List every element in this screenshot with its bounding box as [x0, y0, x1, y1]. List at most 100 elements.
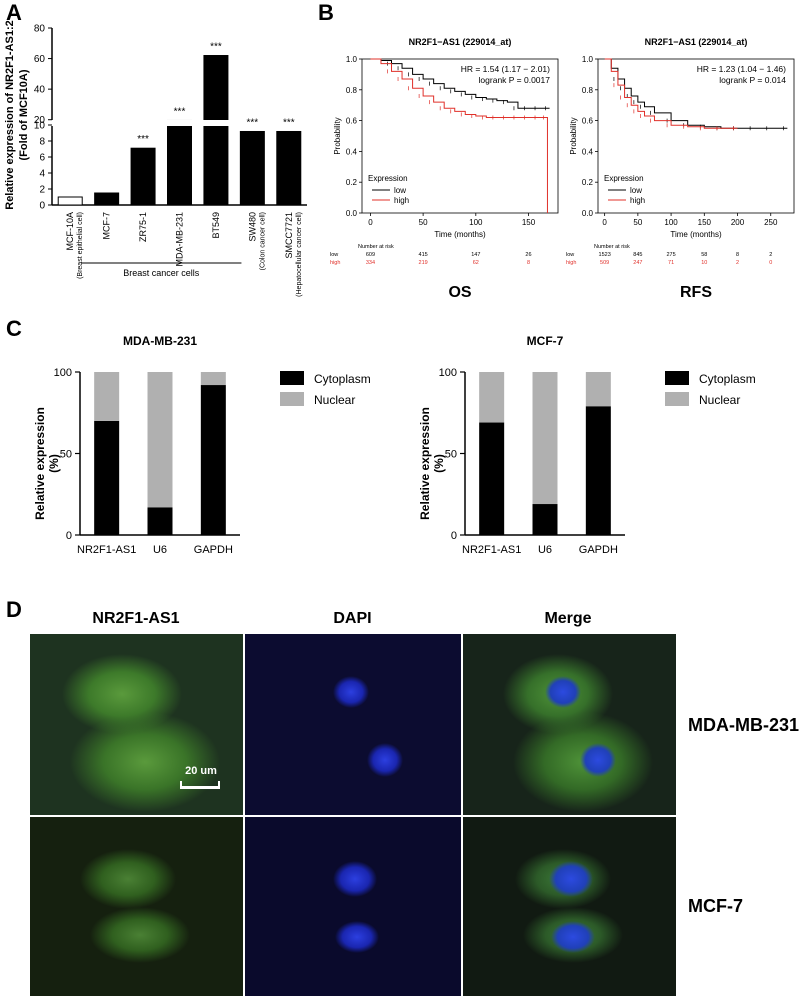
y-axis-label: Relative expression [33, 407, 47, 520]
bar-smcc7721 [276, 130, 302, 206]
risk-value: 2 [769, 252, 772, 258]
bar-segment-cytoplasm [200, 385, 226, 535]
group-label: Breast cancer cells [123, 268, 200, 278]
column-title-merge: Merge [544, 610, 592, 627]
y-tick-label: 20 [34, 115, 46, 126]
y-tick-label: 0.2 [582, 178, 594, 187]
km-curve-high [604, 58, 738, 129]
logrank-annotation: logrank P = 0.0017 [479, 75, 551, 85]
y-tick-label: 50 [60, 449, 72, 461]
image-mda-dapi [245, 634, 461, 815]
hr-annotation: HR = 1.23 (1.04 − 1.46) [697, 64, 786, 74]
plot-frame [361, 58, 559, 214]
legend-label-cytoplasm: Cytoplasm [699, 372, 756, 386]
risk-value: 415 [419, 252, 428, 258]
y-tick-label: 0.0 [582, 209, 594, 218]
panel-letter-a: A [6, 0, 22, 25]
bar-break-gap [202, 120, 229, 126]
risk-table-header: Number at risk [594, 244, 630, 250]
risk-row-name-low: low [330, 252, 338, 258]
scale-bar-label: 20 um [185, 765, 217, 777]
y-axis-label: Relative expression [418, 407, 432, 520]
legend-swatch-nuclear [280, 392, 304, 406]
column-title-nr2f1: NR2F1-AS1 [92, 610, 180, 627]
legend-label-high: high [394, 196, 409, 205]
bar-segment-nuclear [585, 372, 611, 407]
risk-value: 8 [736, 252, 739, 258]
y-tick-label: 1.0 [582, 55, 594, 64]
hr-annotation: HR = 1.54 (1.17 − 2.01) [461, 64, 550, 74]
logrank-annotation: logrank P = 0.014 [719, 75, 786, 85]
y-tick-label: 0.6 [346, 117, 358, 126]
y-tick-label: 0.0 [346, 209, 358, 218]
risk-value: 10 [701, 260, 707, 266]
scale-bar-tick-right [218, 781, 220, 789]
x-tick-label: 0 [602, 218, 607, 227]
y-tick-label: 0.6 [582, 117, 594, 126]
row-label-mda: MDA-MB-231 [688, 715, 800, 735]
panel-letter-d: D [6, 597, 22, 622]
x-tick-label: MCF-7 [102, 212, 112, 240]
bar-segment-cytoplasm [479, 422, 505, 535]
x-tick-label: 50 [419, 218, 428, 227]
y-tick-label: 8 [39, 137, 45, 148]
x-tick-label: SMCC7721 [284, 212, 294, 259]
risk-value: 2 [736, 260, 739, 266]
risk-row-name-high: high [330, 260, 340, 266]
bar-sw480 [239, 130, 265, 206]
legend-label-cytoplasm: Cytoplasm [314, 372, 371, 386]
endpoint-label: OS [448, 284, 471, 301]
x-tick-label: 200 [731, 218, 745, 227]
significance-mark: *** [210, 42, 222, 53]
km-curve-low [370, 58, 550, 109]
risk-value: 26 [525, 252, 531, 258]
risk-value: 334 [366, 260, 375, 266]
legend-label-low: low [630, 186, 642, 195]
x-tick-sublabel: (Colon cancer cell) [259, 212, 266, 270]
legend-label-low: low [394, 186, 406, 195]
risk-value: 609 [366, 252, 375, 258]
y-tick-label: 1.0 [346, 55, 358, 64]
bar-break-gap [275, 120, 302, 126]
legend-swatch-cytoplasm [280, 371, 304, 385]
significance-mark: *** [174, 106, 186, 117]
x-tick-label: NR2F1-AS1 [462, 544, 521, 556]
risk-value: 219 [419, 260, 428, 266]
bar-break-gap [239, 120, 266, 126]
legend-title: Expression [368, 174, 408, 183]
bar-segment-cytoplasm [585, 406, 611, 535]
y-tick-label: 0.8 [582, 86, 594, 95]
bar-break-gap [166, 120, 193, 126]
y-axis-label: Probability [569, 117, 578, 154]
y-tick-label: 0 [66, 530, 72, 542]
bar-mda-mb-231 [167, 119, 192, 206]
chart-title: NR2F1−AS1 (229014_at) [409, 37, 512, 47]
x-tick-label: 150 [698, 218, 712, 227]
x-tick-label: U6 [538, 544, 552, 556]
risk-row-name-low: low [566, 252, 574, 258]
chart-c-mda-stacked: MDA-MB-231 0 50 100 Relative expression (%) NR… [33, 334, 371, 556]
x-tick-label: GAPDH [194, 544, 233, 556]
bar-segment-nuclear [532, 372, 558, 505]
x-tick-label: SW480 [247, 212, 257, 242]
image-mda-nr2f1: 20 um [30, 634, 243, 815]
x-tick-label: GAPDH [579, 544, 618, 556]
column-title-dapi: DAPI [333, 610, 372, 627]
chart-title: MCF-7 [527, 334, 564, 348]
y-axis-label-sub: (%) [432, 454, 446, 473]
plot-frame [597, 58, 795, 214]
risk-row-name-high: high [566, 260, 576, 266]
x-tick-label: MDA-MB-231 [175, 212, 185, 267]
bar-zr75-1 [130, 147, 156, 206]
y-axis-label-sub: (Fold of MCF10A) [18, 69, 30, 160]
y-tick-label: 80 [34, 24, 46, 35]
y-tick-label: 0.8 [346, 86, 358, 95]
x-tick-label: MCF-10A [65, 212, 75, 251]
risk-value: 62 [473, 260, 479, 266]
y-tick-label: 0 [451, 530, 457, 542]
legend-label-high: high [630, 196, 645, 205]
y-tick-label: 40 [34, 85, 46, 96]
image-mcf7-dapi [245, 817, 461, 996]
panel-letter-b: B [318, 0, 334, 25]
